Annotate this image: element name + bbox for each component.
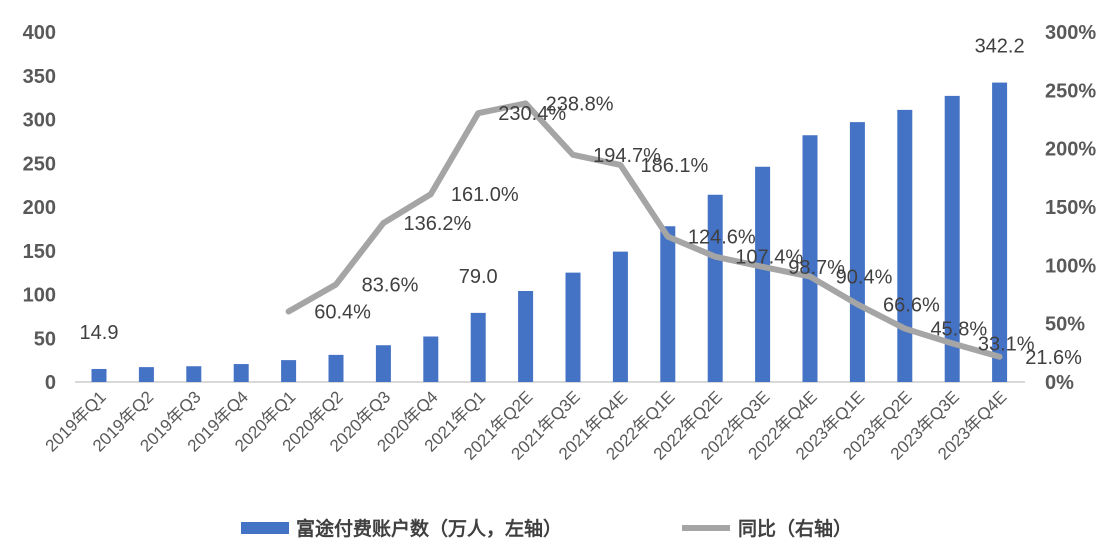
- left-axis-tick: 150: [23, 241, 56, 263]
- right-axis-tick: 100%: [1045, 255, 1096, 277]
- line-data-label: 136.2%: [403, 213, 471, 235]
- left-axis-tick: 350: [23, 66, 56, 88]
- bar: [897, 109, 913, 382]
- left-axis-tick: 300: [23, 110, 56, 132]
- line-data-label: 90.4%: [836, 267, 893, 289]
- bar: [375, 345, 391, 382]
- line-data-label: 66.6%: [883, 294, 940, 316]
- right-axis-tick: 50%: [1045, 314, 1085, 336]
- legend-line-label: 同比（右轴）: [738, 517, 852, 540]
- legend-bar-label: 富途付费账户数（万人，左轴）: [296, 517, 562, 540]
- left-axis-tick: 0: [45, 372, 56, 394]
- line-data-label: 33.1%: [978, 333, 1035, 355]
- bar-data-label: 79.0: [459, 266, 498, 288]
- right-axis-tick: 200%: [1045, 139, 1096, 161]
- line-data-label: 186.1%: [640, 155, 708, 177]
- line-data-label: 124.6%: [688, 227, 756, 249]
- line-data-label: 230.4%: [498, 103, 566, 125]
- bar: [281, 360, 297, 382]
- line-data-label: 21.6%: [1025, 347, 1082, 369]
- right-axis-tick: 150%: [1045, 197, 1096, 219]
- line-data-label: 107.4%: [735, 247, 803, 269]
- left-axis-tick: 50: [34, 328, 56, 350]
- bar: [518, 291, 534, 382]
- bar: [470, 312, 486, 382]
- bar: [328, 354, 344, 382]
- bar: [612, 251, 628, 382]
- left-axis-tick: 250: [23, 153, 56, 175]
- bar: [186, 366, 202, 382]
- bar: [849, 122, 865, 382]
- bar: [138, 367, 154, 382]
- bar: [660, 226, 676, 382]
- bar-data-label: 14.9: [80, 322, 119, 344]
- legend-bar-swatch: [241, 522, 289, 534]
- right-axis-tick: 300%: [1045, 22, 1096, 44]
- left-axis-tick: 100: [23, 285, 56, 307]
- bar: [565, 272, 581, 382]
- yoy-line: [285, 100, 1003, 360]
- bar: [423, 336, 439, 382]
- left-axis-tick: 200: [23, 197, 56, 219]
- line-data-label: 83.6%: [362, 274, 419, 296]
- right-axis-tick: 250%: [1045, 80, 1096, 102]
- line-data-label: 60.4%: [314, 302, 371, 324]
- bar: [992, 82, 1008, 382]
- line-data-label: 98.7%: [788, 257, 845, 279]
- line-data-label: 45.8%: [930, 319, 987, 341]
- bar-data-label: 342.2: [975, 36, 1025, 58]
- line-data-label: 194.7%: [593, 145, 661, 167]
- bar: [755, 166, 771, 382]
- right-axis-tick: 0%: [1045, 372, 1074, 394]
- bar: [944, 95, 960, 382]
- line-data-label: 238.8%: [546, 93, 614, 115]
- bar: [233, 364, 249, 382]
- bar: [802, 135, 818, 382]
- line-data-label: 161.0%: [451, 184, 519, 206]
- bar: [707, 194, 723, 382]
- bar: [91, 368, 107, 382]
- left-axis-tick: 400: [23, 22, 56, 44]
